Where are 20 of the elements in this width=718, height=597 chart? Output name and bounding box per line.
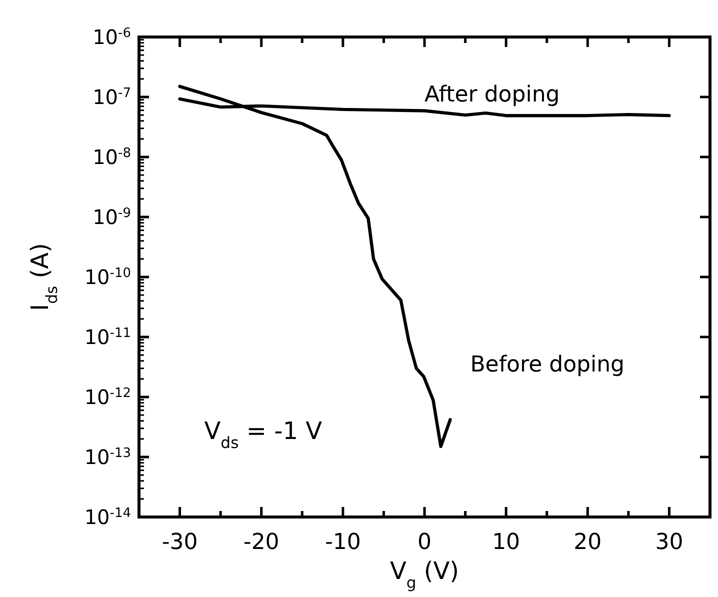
x-tick-label: -20 (243, 530, 280, 555)
x-tick-label: -10 (324, 530, 361, 555)
series-label: Before doping (470, 352, 625, 378)
x-tick-label: 10 (492, 530, 520, 555)
x-tick-label: 0 (418, 530, 432, 555)
y-tick-label: 10$^{-7}$ (92, 85, 131, 109)
x-axis-title: V$_{g}$ (V) (390, 557, 460, 592)
annotation: V$_{ds}$ = -1 V (204, 416, 323, 452)
y-tick-label: 10$^{-9}$ (92, 205, 131, 229)
y-tick-label: 10$^{-13}$ (84, 445, 131, 469)
x-tick-label: 20 (574, 530, 602, 555)
series-label: After doping (424, 82, 560, 108)
x-tick-label: 30 (655, 530, 684, 555)
y-tick-label: 10$^{-6}$ (92, 25, 131, 49)
y-tick-label: 10$^{-11}$ (84, 325, 131, 349)
y-tick-label: 10$^{-10}$ (84, 265, 131, 289)
y-tick-label: 10$^{-14}$ (84, 505, 131, 529)
y-tick-label: 10$^{-8}$ (92, 145, 131, 169)
y-tick-label: 10$^{-12}$ (84, 385, 131, 409)
x-tick-label: -30 (162, 530, 198, 555)
